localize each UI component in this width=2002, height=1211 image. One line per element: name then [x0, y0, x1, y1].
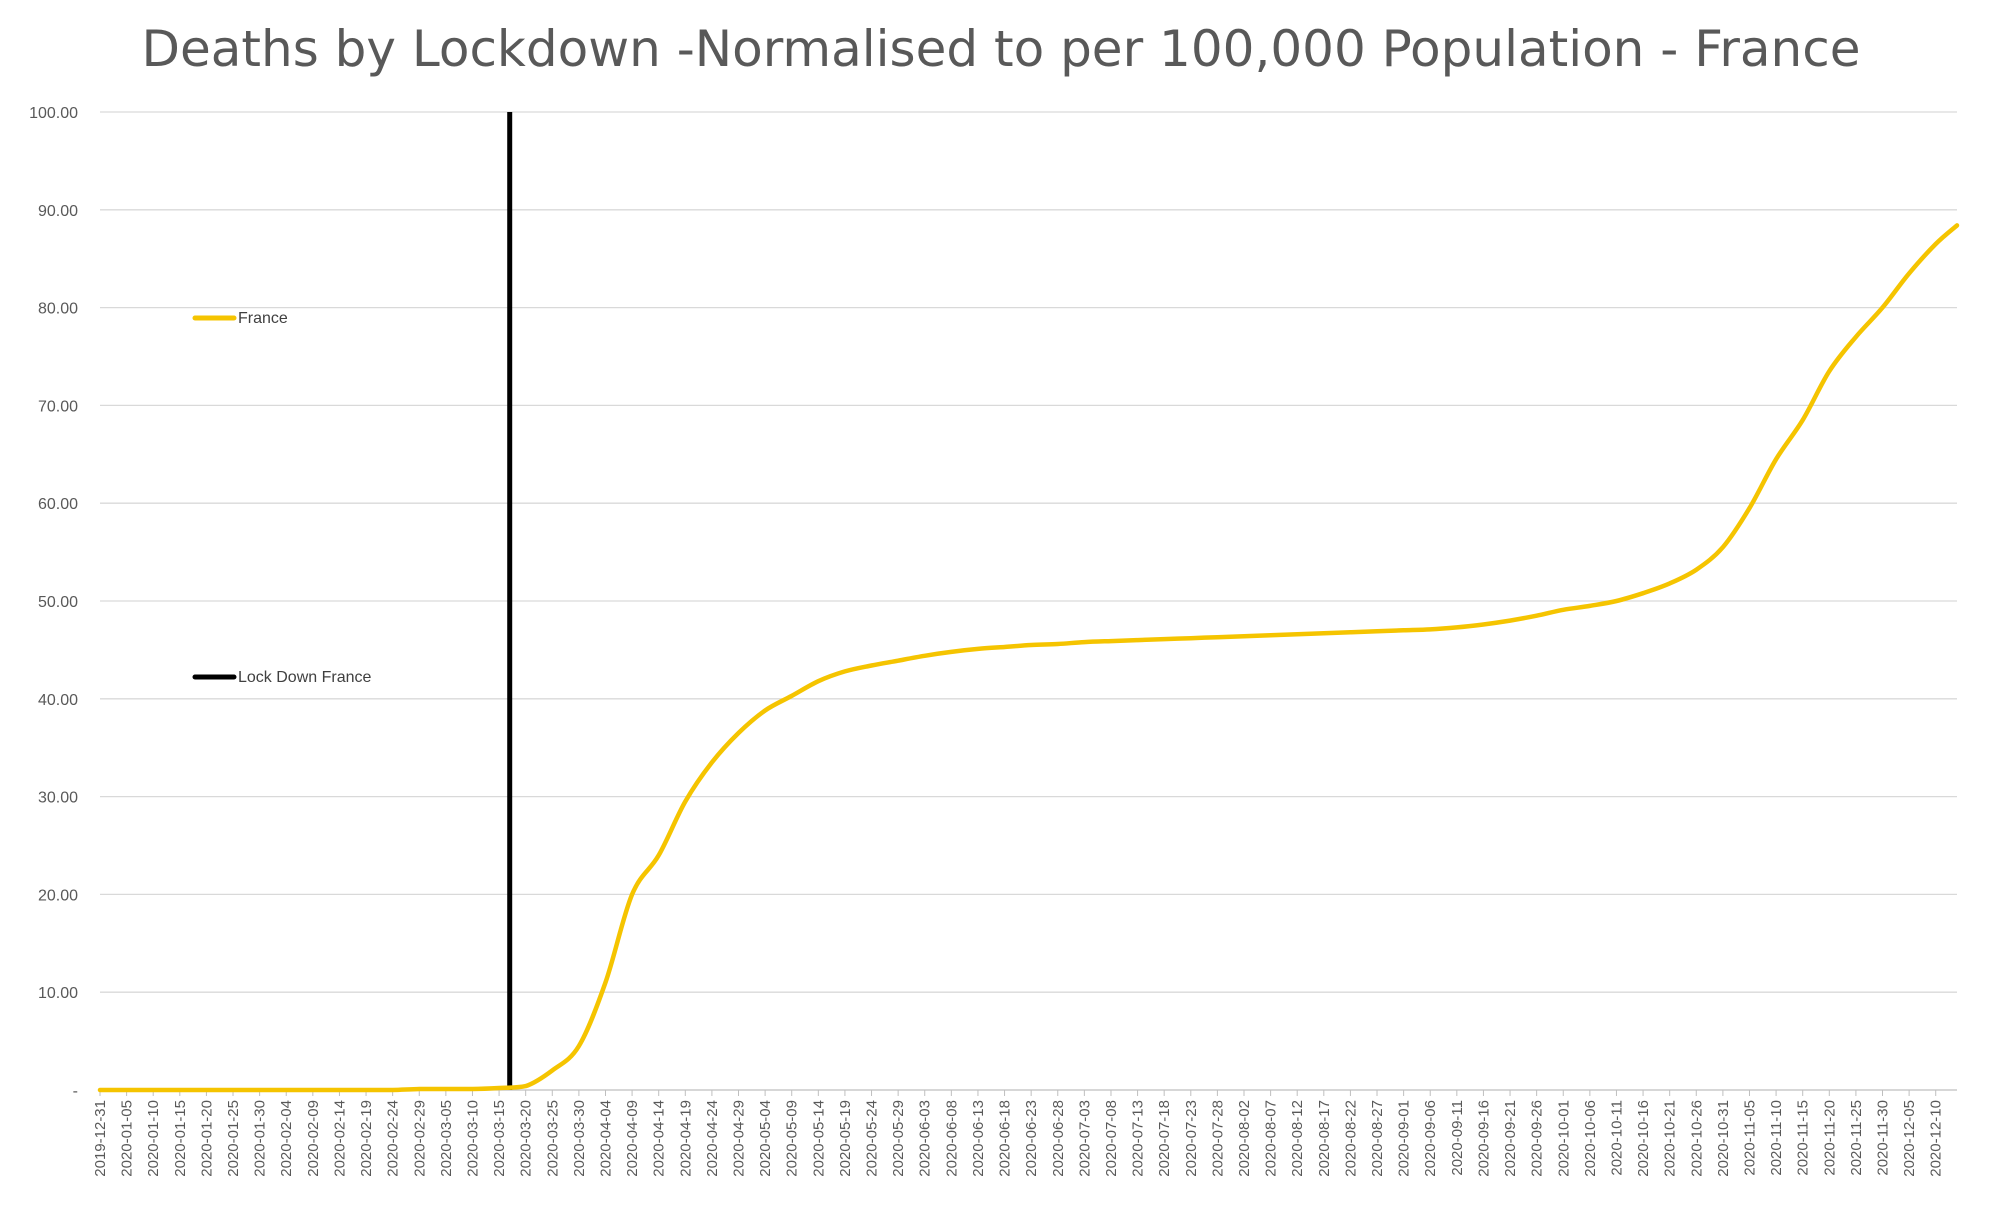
x-tick-label: 2020-08-02: [1236, 1100, 1253, 1177]
x-tick-label: 2020-11-25: [1848, 1100, 1865, 1176]
x-tick-label: 2020-04-19: [677, 1100, 694, 1177]
x-tick-label: 2020-04-29: [731, 1100, 748, 1177]
legend: France Lock Down France: [192, 310, 371, 686]
y-tick-label: 40.00: [38, 692, 78, 709]
x-tick-label: 2020-06-23: [1023, 1100, 1040, 1177]
y-tick-label: 90.00: [38, 203, 78, 220]
x-tick-label: 2020-02-04: [278, 1100, 295, 1177]
y-axis-ticks: - 10.00 20.00 30.00 40.00 50.00 60.00 70.00 80.0…: [29, 105, 78, 1100]
x-tick-label: 2020-06-03: [917, 1100, 934, 1177]
x-tick-label: 2020-10-31: [1715, 1100, 1732, 1177]
y-tick-label: 100.00: [29, 105, 78, 122]
x-axis-ticks: 2019-12-31 2020-01-05 2020-01-10 2020-01-15…: [92, 1090, 1945, 1177]
x-tick-label: 2020-09-16: [1475, 1100, 1492, 1177]
x-tick-label: 2020-03-10: [464, 1100, 481, 1177]
x-tick-label: 2020-07-23: [1183, 1100, 1200, 1177]
y-tick-label: 10.00: [38, 985, 78, 1002]
x-tick-label: 2020-11-15: [1795, 1100, 1812, 1176]
x-tick-label: 2020-10-11: [1608, 1100, 1625, 1176]
x-tick-label: 2020-10-06: [1582, 1100, 1599, 1177]
x-tick-label: 2020-09-11: [1449, 1100, 1466, 1176]
x-tick-label: 2020-07-18: [1156, 1100, 1173, 1177]
gridlines: [100, 111, 1957, 1091]
x-tick-label: 2020-04-04: [597, 1100, 614, 1177]
x-tick-label: 2020-01-25: [225, 1100, 242, 1177]
x-tick-label: 2020-02-29: [411, 1100, 428, 1177]
y-tick-label: 70.00: [38, 398, 78, 415]
x-tick-label: 2020-09-21: [1502, 1100, 1519, 1177]
x-tick-label: 2020-05-24: [864, 1100, 881, 1177]
x-tick-label: 2020-02-14: [331, 1100, 348, 1177]
x-tick-label: 2020-03-05: [438, 1100, 455, 1177]
x-tick-label: 2020-05-19: [837, 1100, 854, 1177]
x-tick-label: 2020-03-25: [544, 1100, 561, 1177]
x-tick-label: 2020-06-18: [997, 1100, 1014, 1177]
x-tick-label: 2020-06-08: [943, 1100, 960, 1177]
x-tick-label: 2020-01-20: [198, 1100, 215, 1177]
x-tick-label: 2020-04-14: [651, 1100, 668, 1177]
y-tick-label: 60.00: [38, 496, 78, 513]
x-tick-label: 2020-11-30: [1875, 1100, 1892, 1176]
x-tick-label: 2020-08-07: [1263, 1100, 1280, 1177]
x-tick-label: 2020-07-08: [1103, 1100, 1120, 1177]
x-tick-label: 2020-10-26: [1688, 1100, 1705, 1177]
x-tick-label: 2020-07-13: [1130, 1100, 1147, 1177]
x-tick-label: 2020-03-15: [491, 1100, 508, 1177]
x-tick-label: 2020-03-30: [571, 1100, 588, 1177]
x-tick-label: 2020-04-24: [704, 1100, 721, 1177]
x-tick-label: 2020-01-15: [172, 1100, 189, 1177]
x-tick-label: 2020-07-03: [1076, 1100, 1093, 1177]
y-tick-label: 30.00: [38, 790, 78, 807]
y-tick-label: 80.00: [38, 301, 78, 318]
series-line-france: [97, 223, 1960, 1093]
x-tick-label: 2020-12-05: [1901, 1100, 1918, 1177]
x-tick-label: 2020-08-17: [1316, 1100, 1333, 1177]
x-tick-label: 2020-02-09: [305, 1100, 322, 1177]
x-tick-label: 2020-09-01: [1396, 1100, 1413, 1177]
x-tick-label: 2020-07-28: [1209, 1100, 1226, 1177]
x-tick-label: 2020-04-09: [624, 1100, 641, 1177]
x-tick-label: 2020-08-22: [1342, 1100, 1359, 1177]
x-tick-label: 2020-01-30: [252, 1100, 269, 1177]
x-tick-label: 2020-05-29: [890, 1100, 907, 1177]
x-tick-label: 2020-02-19: [358, 1100, 375, 1177]
x-tick-label: 2020-01-05: [119, 1100, 136, 1177]
x-tick-label: 2019-12-31: [92, 1100, 109, 1177]
x-tick-label: 2020-08-27: [1369, 1100, 1386, 1177]
x-tick-label: 2020-06-28: [1050, 1100, 1067, 1177]
x-tick-label: 2020-12-10: [1928, 1100, 1945, 1177]
x-tick-label: 2020-06-13: [970, 1100, 987, 1177]
x-tick-label: 2020-05-04: [757, 1100, 774, 1177]
x-tick-label: 2020-10-01: [1555, 1100, 1572, 1177]
x-tick-label: 2020-05-09: [784, 1100, 801, 1177]
x-tick-label: 2020-01-10: [145, 1100, 162, 1177]
x-tick-label: 2020-10-16: [1635, 1100, 1652, 1177]
x-tick-label: 2020-08-12: [1289, 1100, 1306, 1177]
x-tick-label: 2020-10-21: [1662, 1100, 1679, 1177]
x-tick-label: 2020-02-24: [385, 1100, 402, 1177]
y-tick-label: 50.00: [38, 594, 78, 611]
x-tick-label: 2020-09-06: [1422, 1100, 1439, 1177]
chart-title: Deaths by Lockdown -Normalised to per 10…: [141, 20, 1861, 78]
series-layer: [97, 112, 1960, 1093]
y-tick-label: -: [73, 1083, 78, 1100]
x-tick-label: 2020-11-20: [1821, 1100, 1838, 1176]
x-tick-label: 2020-09-26: [1529, 1100, 1546, 1177]
legend-label-lockdown: Lock Down France: [238, 669, 371, 686]
x-tick-label: 2020-11-10: [1768, 1100, 1785, 1176]
y-tick-label: 20.00: [38, 887, 78, 904]
legend-label-france: France: [238, 310, 288, 327]
x-tick-label: 2020-05-14: [810, 1100, 827, 1177]
x-tick-label: 2020-11-05: [1741, 1100, 1758, 1176]
x-tick-label: 2020-03-20: [518, 1100, 535, 1177]
